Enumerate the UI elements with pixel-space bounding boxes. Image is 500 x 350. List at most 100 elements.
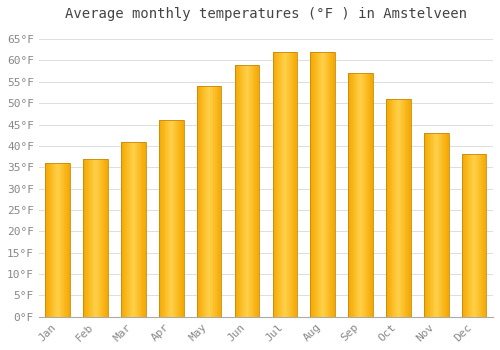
Bar — [214, 86, 216, 317]
Bar — [462, 154, 463, 317]
Bar — [84, 159, 108, 317]
Bar — [124, 142, 125, 317]
Bar — [402, 99, 403, 317]
Bar — [312, 52, 313, 317]
Bar — [348, 73, 349, 317]
Bar — [406, 99, 407, 317]
Bar — [330, 52, 332, 317]
Bar — [128, 142, 129, 317]
Bar — [252, 65, 253, 317]
Bar — [253, 65, 254, 317]
Bar — [160, 120, 161, 317]
Bar — [276, 52, 277, 317]
Bar — [286, 52, 288, 317]
Bar — [68, 163, 69, 317]
Bar — [289, 52, 290, 317]
Bar — [234, 65, 260, 317]
Bar — [425, 133, 426, 317]
Bar — [66, 163, 67, 317]
Bar — [236, 65, 237, 317]
Bar — [364, 73, 365, 317]
Bar — [391, 99, 392, 317]
Bar — [162, 120, 164, 317]
Bar — [249, 65, 250, 317]
Bar — [257, 65, 258, 317]
Bar — [213, 86, 214, 317]
Bar — [133, 142, 134, 317]
Bar — [430, 133, 432, 317]
Bar — [246, 65, 247, 317]
Bar — [446, 133, 447, 317]
Bar — [322, 52, 324, 317]
Bar — [348, 73, 373, 317]
Bar — [141, 142, 142, 317]
Bar — [404, 99, 405, 317]
Bar — [139, 142, 140, 317]
Bar — [137, 142, 138, 317]
Bar — [438, 133, 439, 317]
Bar — [278, 52, 280, 317]
Bar — [290, 52, 291, 317]
Bar — [466, 154, 467, 317]
Bar — [355, 73, 356, 317]
Bar — [123, 142, 124, 317]
Bar — [424, 133, 425, 317]
Bar — [100, 159, 101, 317]
Bar — [437, 133, 438, 317]
Bar — [167, 120, 168, 317]
Bar — [294, 52, 296, 317]
Bar — [93, 159, 94, 317]
Bar — [479, 154, 480, 317]
Bar — [105, 159, 106, 317]
Bar — [366, 73, 368, 317]
Bar — [201, 86, 202, 317]
Bar — [386, 99, 388, 317]
Bar — [469, 154, 470, 317]
Bar — [255, 65, 256, 317]
Bar — [358, 73, 359, 317]
Bar — [314, 52, 315, 317]
Bar — [211, 86, 212, 317]
Bar — [234, 65, 236, 317]
Bar — [484, 154, 485, 317]
Bar — [90, 159, 92, 317]
Bar — [240, 65, 241, 317]
Bar — [436, 133, 437, 317]
Bar — [468, 154, 469, 317]
Bar — [126, 142, 128, 317]
Bar — [166, 120, 167, 317]
Bar — [316, 52, 317, 317]
Bar — [433, 133, 434, 317]
Bar — [95, 159, 96, 317]
Bar — [349, 73, 350, 317]
Bar — [256, 65, 257, 317]
Bar — [282, 52, 283, 317]
Bar — [164, 120, 165, 317]
Bar — [482, 154, 483, 317]
Bar — [220, 86, 221, 317]
Bar — [134, 142, 136, 317]
Bar — [56, 163, 57, 317]
Bar — [125, 142, 126, 317]
Bar — [159, 120, 160, 317]
Bar — [434, 133, 435, 317]
Bar — [241, 65, 242, 317]
Bar — [394, 99, 395, 317]
Bar — [435, 133, 436, 317]
Bar — [471, 154, 472, 317]
Bar — [464, 154, 465, 317]
Bar — [168, 120, 169, 317]
Bar — [173, 120, 174, 317]
Bar — [405, 99, 406, 317]
Bar — [399, 99, 400, 317]
Bar — [96, 159, 97, 317]
Bar — [400, 99, 401, 317]
Bar — [438, 133, 440, 317]
Bar — [274, 52, 275, 317]
Bar — [277, 52, 278, 317]
Bar — [472, 154, 473, 317]
Bar — [60, 163, 61, 317]
Bar — [129, 142, 130, 317]
Bar — [218, 86, 219, 317]
Bar — [407, 99, 408, 317]
